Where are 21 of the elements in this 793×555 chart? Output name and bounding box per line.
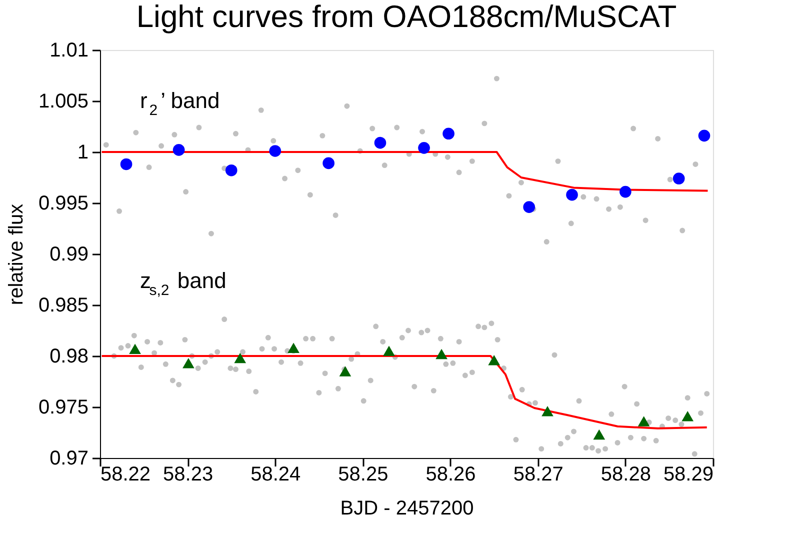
y-tick-label: 1: [77, 142, 88, 164]
y-tick-label: 0.985: [38, 294, 88, 316]
chart-title: Light curves from OAO188cm/MuSCAT: [136, 0, 677, 34]
y-tick-label: 1.01: [50, 40, 88, 62]
y-tick-label: 0.99: [50, 244, 88, 266]
x-axis-title: BJD - 2457200: [340, 498, 474, 520]
x-tick-label: 58.29: [663, 464, 714, 486]
line-series: [100, 355, 708, 430]
x-tick-label: 58.27: [513, 464, 564, 486]
x-tick-label: 58.22: [100, 464, 151, 486]
x-tick-label: 58.28: [600, 464, 651, 486]
x-tick-label: 58.25: [338, 464, 388, 486]
y-tick-label: 0.975: [38, 396, 88, 418]
x-tick-label: 58.24: [250, 464, 301, 486]
y-tick-label: 0.97: [50, 448, 88, 470]
y-axis-title: relative flux: [5, 204, 28, 306]
y-tick-label: 1.005: [38, 90, 88, 112]
y-tick-label: 0.98: [50, 346, 88, 368]
y-tick-label: 0.995: [38, 192, 88, 214]
x-tick-label: 58.23: [163, 464, 214, 486]
x-tick-label: 58.26: [426, 464, 476, 486]
